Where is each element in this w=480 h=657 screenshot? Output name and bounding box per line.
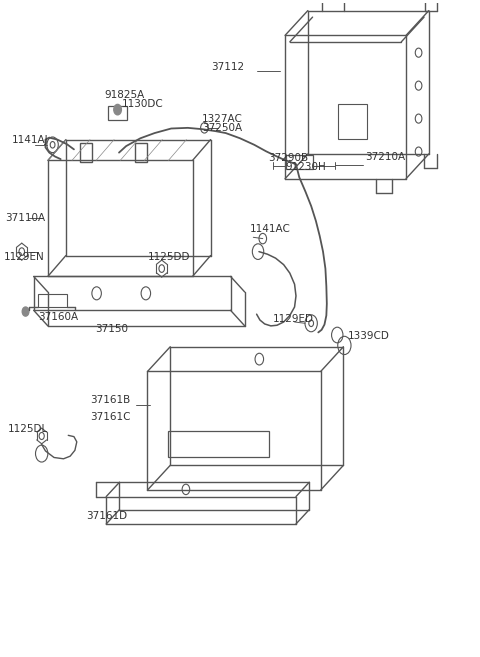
Text: 37290B: 37290B (268, 153, 309, 163)
Text: 1141AJ: 1141AJ (12, 135, 48, 145)
Bar (287, 154, 312, 169)
Bar (108, 106, 127, 120)
Text: 91230H: 91230H (285, 162, 326, 172)
Bar (338, 104, 367, 139)
Text: 37112: 37112 (212, 62, 245, 72)
Text: 1141AC: 1141AC (250, 225, 290, 235)
Bar (168, 431, 269, 457)
Circle shape (114, 104, 121, 115)
Bar (135, 143, 147, 162)
Text: 37161B: 37161B (91, 395, 131, 405)
Text: 37150: 37150 (96, 323, 128, 334)
Circle shape (22, 307, 29, 316)
Text: 1339CD: 1339CD (348, 331, 390, 342)
Text: 37160A: 37160A (38, 312, 79, 322)
Bar (80, 143, 92, 162)
Text: 91825A: 91825A (105, 90, 145, 101)
Text: 1125DL: 1125DL (8, 424, 48, 434)
Text: 1125DD: 1125DD (147, 252, 190, 262)
Bar (38, 294, 67, 307)
Text: 1129ED: 1129ED (273, 315, 314, 325)
Text: 37110A: 37110A (5, 214, 45, 223)
Text: 37210A: 37210A (365, 152, 405, 162)
Text: 37250A: 37250A (202, 123, 242, 133)
Text: 37161D: 37161D (86, 510, 127, 521)
Text: 1129EN: 1129EN (4, 252, 45, 262)
Text: 37161C: 37161C (91, 411, 131, 422)
Text: 1130DC: 1130DC (121, 99, 163, 109)
Text: 1327AC: 1327AC (202, 114, 243, 124)
